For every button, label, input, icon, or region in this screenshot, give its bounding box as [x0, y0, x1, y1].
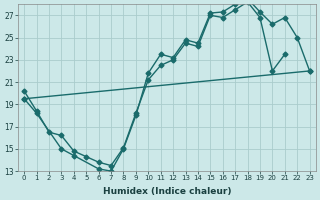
X-axis label: Humidex (Indice chaleur): Humidex (Indice chaleur)	[103, 187, 231, 196]
